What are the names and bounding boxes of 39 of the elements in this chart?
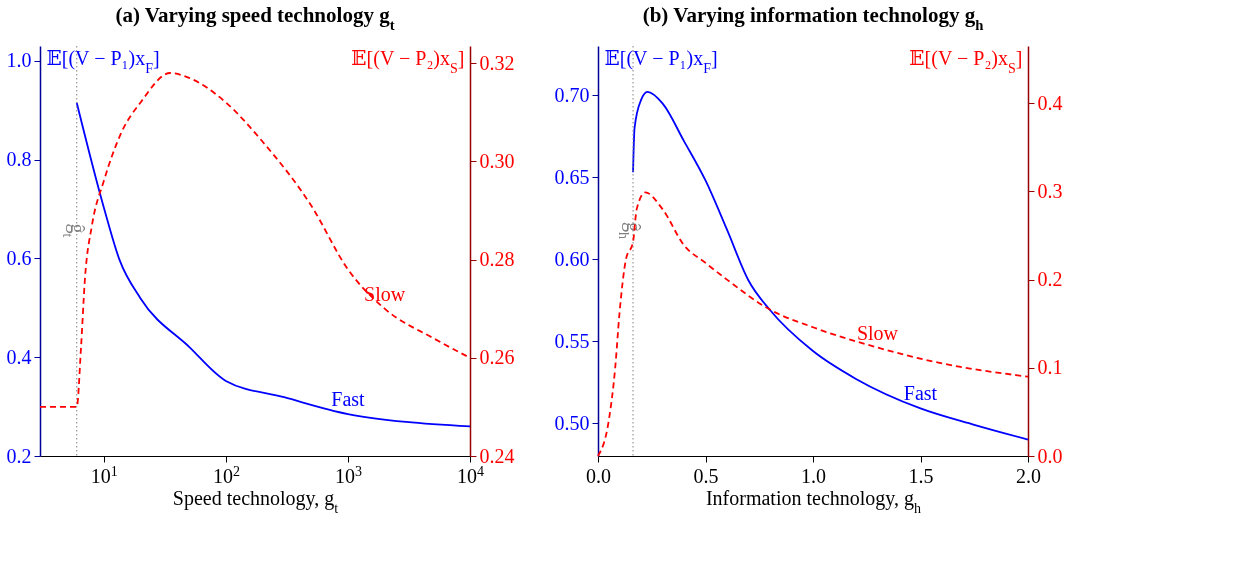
y2-tick-label: 0.26 — [479, 346, 515, 369]
y-tick-label: 0.50 — [554, 411, 590, 434]
x-axis-title: Speed technology, g$_{t}$ — [172, 486, 339, 515]
y2-tick-label: 0.28 — [479, 248, 515, 271]
y-axis-title: 𝔼[(V − P₁)x$_{F}$] — [46, 46, 160, 75]
x-tick-label: 1.5 — [908, 464, 934, 487]
y2-tick-label: 0.30 — [479, 149, 515, 172]
chart-title: (a) Varying speed technology g$_{t}$ — [115, 2, 395, 33]
x-axis-title: Information technology, g$_{h}$ — [705, 486, 922, 515]
x-tick-label: 0.0 — [586, 464, 611, 487]
y2-tick-label: 0.4 — [1037, 91, 1063, 114]
chart-title: (b) Varying information technology g$_{h}$ — [642, 2, 984, 33]
series-label: Slow — [364, 282, 406, 305]
x-tick-label: 1.0 — [801, 464, 826, 487]
y2-tick-label: 0.1 — [1037, 356, 1063, 379]
y2-axis-title: 𝔼[(V − P₂)x$_{S}$] — [351, 46, 465, 75]
y-tick-label: 0.65 — [554, 165, 590, 188]
y-tick-label: 0.8 — [6, 148, 32, 171]
x-tick-label: 10$^{3}$ — [334, 463, 362, 487]
x-tick-label: 10$^{2}$ — [212, 463, 240, 487]
y2-tick-label: 0.2 — [1037, 268, 1063, 291]
x-tick-label: 10$^{1}$ — [90, 463, 118, 487]
series-label: Fast — [331, 388, 366, 411]
y-tick-label: 0.4 — [6, 345, 32, 368]
y-tick-label: 0.60 — [554, 247, 590, 270]
y-tick-label: 0.2 — [6, 444, 32, 467]
y-tick-label: 0.55 — [554, 329, 590, 352]
y2-tick-label: 0.3 — [1037, 179, 1063, 202]
series-label: Fast — [903, 382, 938, 405]
y-tick-label: 0.6 — [6, 246, 32, 269]
series-label: Slow — [856, 321, 899, 344]
x-tick-label: 0.5 — [693, 464, 719, 487]
y-tick-label: 1.0 — [6, 49, 32, 72]
y2-tick-label: 0.32 — [479, 51, 515, 74]
y-tick-label: 0.70 — [554, 83, 590, 106]
y-axis-title: 𝔼[(V − P₁)x$_{F}$] — [604, 46, 718, 75]
y2-tick-label: 0.0 — [1037, 444, 1063, 467]
x-tick-label: 2.0 — [1016, 464, 1041, 487]
y2-axis-title: 𝔼[(V − P₂)x$_{S}$] — [909, 46, 1023, 75]
